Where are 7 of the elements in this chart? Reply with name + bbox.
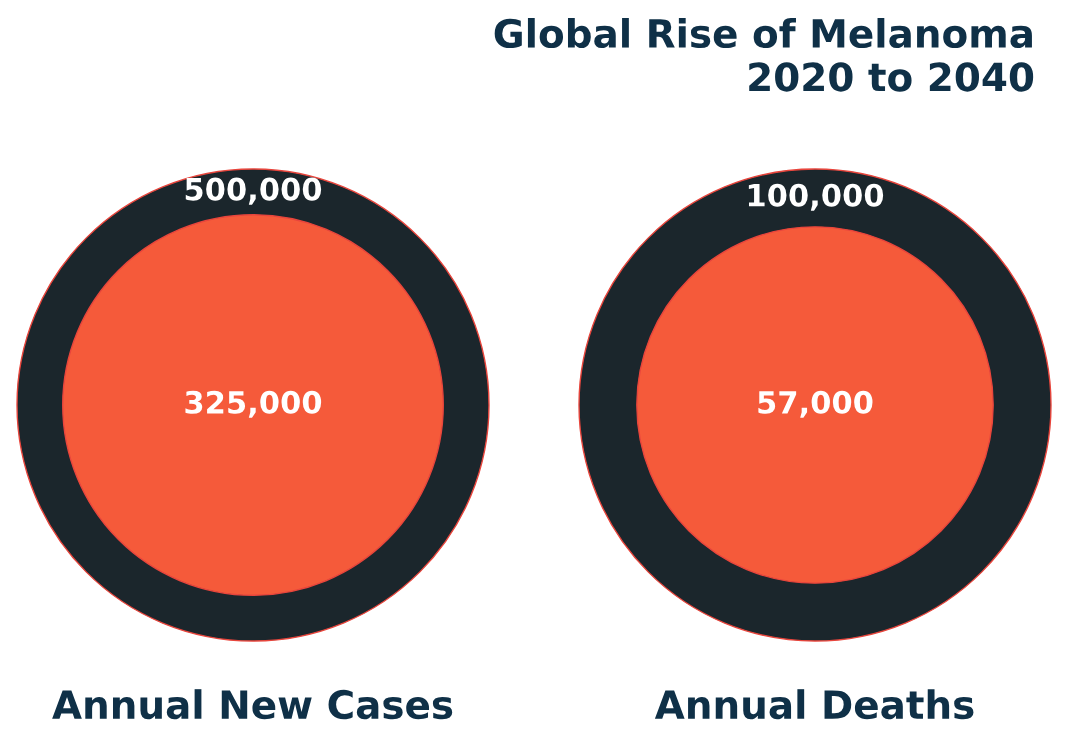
data-label: 57,000 (758, 390, 873, 418)
text: Global Rise of Melanoma 2020 to 2040 (494, 18, 1034, 92)
category-label: Annual New Cases (52, 689, 453, 720)
category-label: Annual Deaths (654, 689, 974, 720)
data-label: 100,000 (748, 183, 884, 211)
data-label: 325,000 (185, 390, 322, 418)
data-label: 500,000 (185, 177, 322, 205)
